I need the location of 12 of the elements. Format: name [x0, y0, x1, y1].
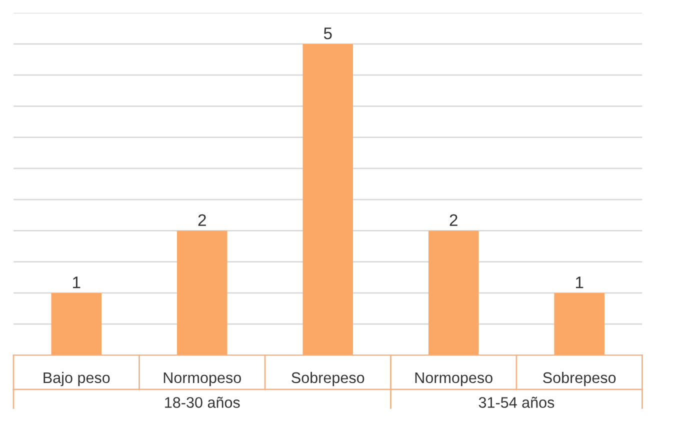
- x-tick-label: Bajo peso: [44, 372, 110, 386]
- text: 31-54 años: [478, 396, 554, 408]
- data-label: 2: [198, 214, 206, 226]
- data-label: 2: [450, 214, 458, 226]
- data-label: 5: [324, 28, 332, 40]
- x-tick-label: Sobrepeso: [543, 372, 616, 386]
- x-tick-label: Normopeso: [415, 372, 492, 386]
- text: 18-30 años: [165, 396, 240, 408]
- data-label: 1: [576, 276, 584, 288]
- x-tick-label: Normopeso: [164, 372, 241, 386]
- x-tick-label: Sobrepeso: [292, 372, 364, 386]
- data-label: 1: [73, 276, 80, 288]
